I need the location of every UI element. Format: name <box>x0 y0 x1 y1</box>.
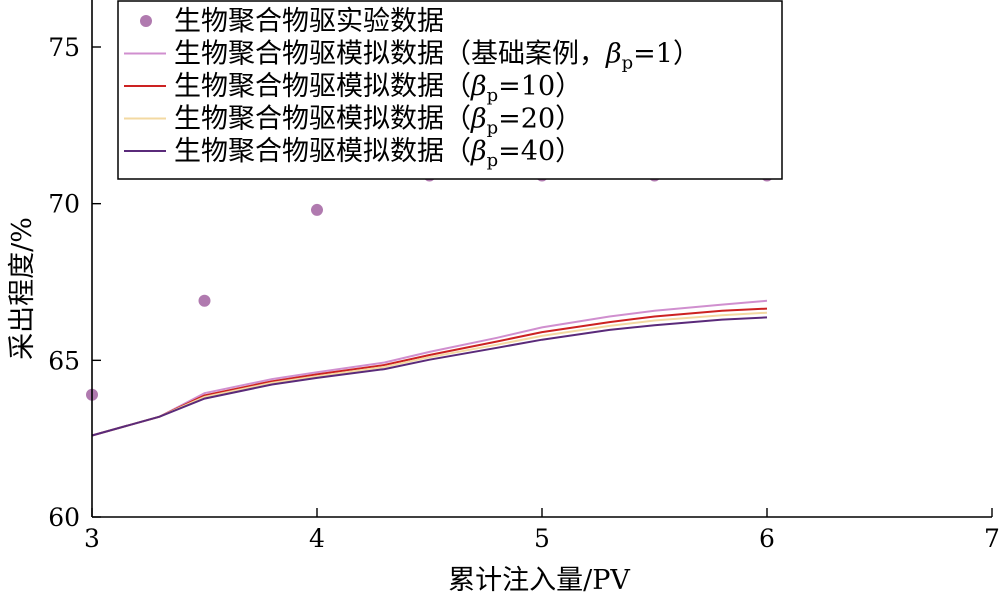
x-tick-label: 5 <box>534 524 550 553</box>
y-axis-title: 采出程度/% <box>7 217 38 360</box>
legend-box <box>117 0 783 180</box>
series-line-3 <box>91 311 768 437</box>
legend: 生物聚合物驱实验数据生物聚合物驱模拟数据（基础案例，βp=1）生物聚合物驱模拟数… <box>117 0 783 180</box>
axes: 3 4 5 6 7 60 65 70 75 累计注入量/PV 采出程度/% <box>7 0 1000 596</box>
x-tick-label: 6 <box>759 524 775 553</box>
legend-label-1: 生物聚合物驱模拟数据（基础案例，βp=1） <box>174 39 700 74</box>
x-axis-title: 累计注入量/PV <box>448 565 630 596</box>
x-tick-label: 3 <box>84 524 100 553</box>
x-tick-label: 7 <box>984 524 1000 553</box>
series-line-1 <box>91 299 768 437</box>
y-tick-label: 75 <box>48 33 80 62</box>
legend-label-4: 生物聚合物驱模拟数据（βp=40） <box>174 136 582 171</box>
data-point <box>198 294 211 307</box>
legend-marker-scatter <box>140 15 152 27</box>
series-line-2 <box>91 307 768 437</box>
y-tick-label: 60 <box>48 503 80 532</box>
plot-marks <box>86 169 773 437</box>
legend-label-3: 生物聚合物驱模拟数据（βp=20） <box>174 104 582 139</box>
y-tick-label: 70 <box>48 190 80 219</box>
x-tick-label: 4 <box>309 524 325 553</box>
y-tick-label: 65 <box>48 346 80 375</box>
legend-label-scatter: 生物聚合物驱实验数据 <box>174 6 444 37</box>
legend-label-2: 生物聚合物驱模拟数据（βp=10） <box>174 71 582 106</box>
series-line-4 <box>91 316 768 437</box>
data-point <box>311 203 323 216</box>
